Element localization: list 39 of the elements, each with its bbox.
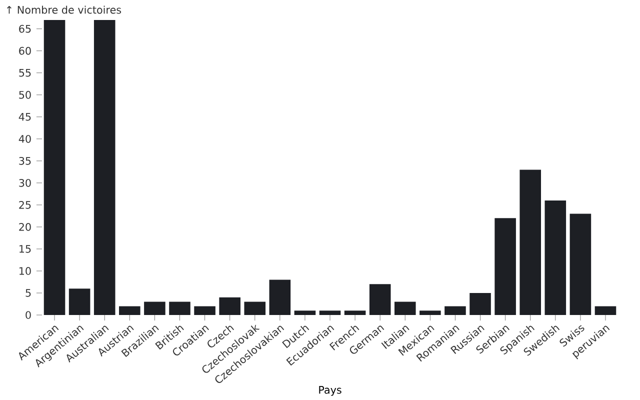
y-tick-label: 50 xyxy=(19,90,31,99)
bar xyxy=(470,292,491,315)
bar xyxy=(144,302,166,315)
bar xyxy=(219,297,240,315)
bar xyxy=(194,306,216,315)
y-tick-label: 20 xyxy=(19,223,31,231)
bar xyxy=(319,310,341,315)
bar xyxy=(269,280,291,315)
y-tick-label: 25 xyxy=(19,201,31,209)
bar xyxy=(294,310,316,315)
y-tick-label: 5 xyxy=(26,289,31,297)
y-tick-label: 60 xyxy=(19,46,31,55)
bar xyxy=(544,200,566,315)
bar xyxy=(94,20,116,315)
y-tick-label: 65 xyxy=(19,24,31,33)
y-tick-label: 0 xyxy=(26,311,31,319)
y-tick-label: 55 xyxy=(19,69,31,77)
bar xyxy=(520,170,541,315)
bar xyxy=(369,284,391,315)
bar xyxy=(119,306,140,315)
y-tick-label: 40 xyxy=(18,134,31,143)
bar xyxy=(169,302,190,315)
bar xyxy=(594,306,616,315)
bar xyxy=(444,306,466,315)
bar xyxy=(344,310,366,315)
x-axis-title: Pays xyxy=(319,386,342,396)
bar xyxy=(420,310,441,315)
y-tick-label: 15 xyxy=(20,245,31,253)
y-tick-label: 30 xyxy=(19,178,31,187)
bar xyxy=(68,288,90,315)
bar xyxy=(394,302,416,315)
y-tick-label: 45 xyxy=(18,113,31,121)
y-tick-label: 10 xyxy=(20,267,31,275)
bar xyxy=(570,214,592,315)
y-axis-title: ↑ Nombre de victoires xyxy=(7,6,122,14)
bar xyxy=(494,218,516,315)
y-tick-label: 35 xyxy=(19,156,31,165)
bar xyxy=(44,20,66,315)
bar xyxy=(244,302,266,315)
